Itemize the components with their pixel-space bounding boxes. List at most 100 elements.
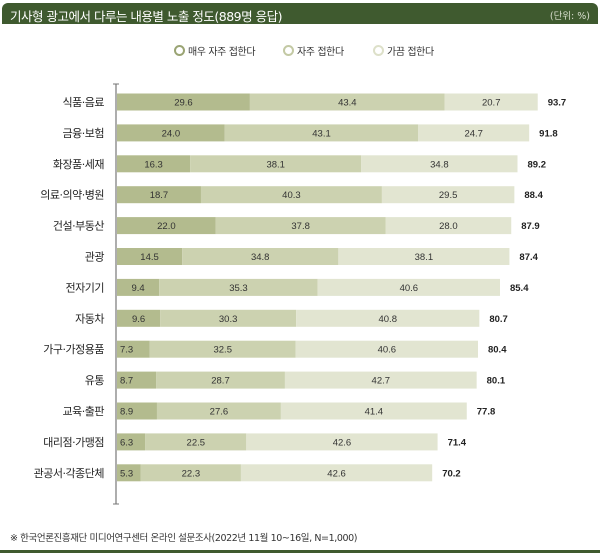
data-label: 8.9 (120, 407, 133, 418)
data-label: 14.5 (140, 252, 159, 263)
data-label: 40.6 (400, 283, 419, 294)
category-label: 화장품·세재 (53, 158, 104, 171)
category-label: 의료·의약·병원 (40, 188, 104, 202)
bar-segment (224, 124, 419, 142)
bar-segment (338, 248, 510, 265)
bar-segment (117, 402, 157, 420)
total-label: 93.7 (548, 98, 567, 109)
bar-segment (117, 124, 225, 142)
legend-swatch-icon (174, 45, 185, 56)
data-label: 40.3 (282, 190, 301, 201)
data-label: 29.5 (439, 190, 458, 201)
total-label: 85.4 (510, 283, 529, 294)
data-label: 42.6 (333, 437, 352, 448)
bar-segment (140, 464, 241, 482)
bar-segment (156, 371, 285, 389)
data-label: 40.6 (378, 345, 397, 356)
data-label: 7.3 (120, 345, 133, 356)
total-label: 70.2 (442, 468, 461, 479)
data-label: 32.5 (213, 345, 232, 356)
legend-label: 자주 접한다 (297, 47, 344, 58)
legend-label: 매우 자주 접한다 (188, 47, 256, 58)
data-label: 6.3 (120, 437, 133, 448)
category-label: 가구·가정용품 (43, 343, 104, 356)
total-label: 71.4 (448, 437, 467, 448)
data-label: 22.0 (157, 221, 176, 232)
bar-segment (117, 340, 150, 358)
data-label: 42.7 (372, 376, 391, 387)
bar-segment (295, 340, 478, 358)
bar-segment (117, 309, 161, 327)
bar-segment (385, 217, 512, 235)
legend-label: 가끔 접한다 (387, 47, 434, 58)
unit-label: (단위: %) (549, 11, 590, 22)
data-label: 30.3 (219, 314, 238, 325)
bar-segment (117, 93, 250, 111)
bar-segment (117, 186, 201, 204)
data-label: 38.1 (415, 252, 434, 263)
data-label: 9.4 (131, 283, 144, 294)
data-label: 22.5 (187, 437, 206, 448)
bar-segment (117, 371, 157, 389)
chart-title: 기사형 광고에서 다루는 내용별 노출 정도(889명 응답) (10, 9, 282, 24)
data-label: 43.1 (312, 128, 331, 139)
category-label: 금융·보험 (63, 127, 104, 140)
bar-segment (190, 155, 362, 173)
data-label: 42.6 (327, 468, 346, 479)
data-label: 28.0 (439, 221, 458, 232)
category-label: 자동차 (75, 312, 104, 325)
legend: 매우 자주 접한다 자주 접한다 가끔 접한다 (0, 43, 600, 59)
category-label: 관공서·각종단체 (34, 467, 104, 480)
data-label: 40.8 (378, 314, 397, 325)
bar-segment (156, 402, 281, 420)
bar-segment (182, 248, 339, 265)
data-label: 43.4 (338, 98, 357, 109)
bar-segment (159, 278, 318, 296)
legend-item-sometimes: 가끔 접한다 (373, 43, 434, 58)
data-label: 37.8 (291, 221, 310, 232)
data-label: 5.3 (120, 468, 133, 479)
data-label: 20.7 (482, 98, 501, 109)
total-label: 91.8 (539, 128, 558, 139)
bar-segment (145, 433, 247, 451)
category-label: 식품·음료 (63, 96, 105, 109)
bar-segment (117, 155, 191, 173)
bar-segment (215, 217, 386, 235)
bar-segment (117, 433, 146, 451)
bar-segment (444, 93, 538, 111)
category-label: 관광 (85, 251, 105, 264)
total-label: 89.2 (528, 159, 547, 170)
bar-segment (117, 248, 183, 265)
bar-segment (249, 93, 445, 111)
bar-segment (381, 186, 515, 204)
data-label: 16.3 (144, 159, 163, 170)
total-label: 87.9 (521, 221, 540, 232)
legend-swatch-icon (283, 45, 294, 56)
bar-segment (117, 464, 141, 482)
bar-segment (280, 402, 467, 420)
bar-segment (284, 371, 477, 389)
data-label: 35.3 (229, 283, 248, 294)
data-label: 29.6 (174, 98, 193, 109)
bottom-rule (0, 550, 600, 553)
footnote: ※ 한국언론진흥재단 미디어연구센터 온라인 설문조사(2022년 11월 10… (10, 533, 358, 544)
legend-swatch-icon (373, 45, 384, 56)
data-label: 41.4 (365, 407, 384, 418)
category-label: 건설·부동산 (53, 220, 104, 233)
legend-item-very-often: 매우 자주 접한다 (174, 43, 256, 58)
legend-item-often: 자주 접한다 (283, 43, 344, 58)
bar-segment (160, 309, 297, 327)
total-label: 80.7 (489, 314, 508, 325)
total-label: 80.4 (488, 345, 507, 356)
data-label: 22.3 (182, 468, 201, 479)
data-label: 27.6 (210, 407, 229, 418)
total-label: 88.4 (524, 190, 543, 201)
category-label: 유통 (85, 374, 105, 387)
data-label: 24.0 (162, 128, 181, 139)
category-label: 전자기기 (66, 281, 104, 294)
total-label: 77.8 (477, 407, 496, 418)
bar-segment (246, 433, 438, 451)
data-label: 34.8 (251, 252, 270, 263)
category-label: 대리점·가맹점 (43, 436, 104, 449)
